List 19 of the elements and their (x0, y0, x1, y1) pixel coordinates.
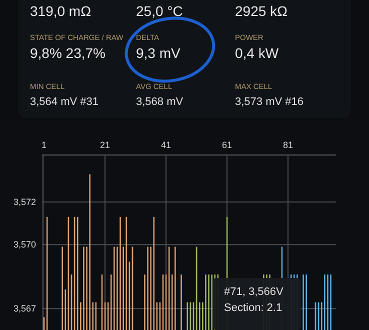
x-tick-label: 1 (41, 140, 47, 150)
annotation: #71, 3,566V (224, 286, 284, 298)
x-tick-label: 61 (222, 140, 232, 150)
text: 9,3 mV (136, 45, 182, 61)
text: 3,573 mV #16 (235, 96, 304, 108)
annotation: Section: 2.1 (224, 302, 282, 314)
text: 3,564 mV #31 (30, 96, 98, 108)
text: 319,0 mΩ (30, 3, 92, 19)
text: 25,0 °C (136, 3, 183, 19)
text: 0,4 kW (235, 45, 280, 61)
text: 9,8% 23,7% (30, 45, 106, 61)
x-tick-label: 81 (282, 140, 294, 150)
y-tick-label: 3,567 (13, 304, 36, 314)
text: 3,568 mV (136, 96, 184, 108)
x-tick-label: 41 (160, 140, 172, 150)
y-tick-label: 3,570 (13, 240, 36, 250)
y-tick-label: 3,572 (13, 196, 36, 207)
x-tick-label: 21 (100, 140, 110, 150)
text: 2925 kΩ (235, 3, 288, 19)
